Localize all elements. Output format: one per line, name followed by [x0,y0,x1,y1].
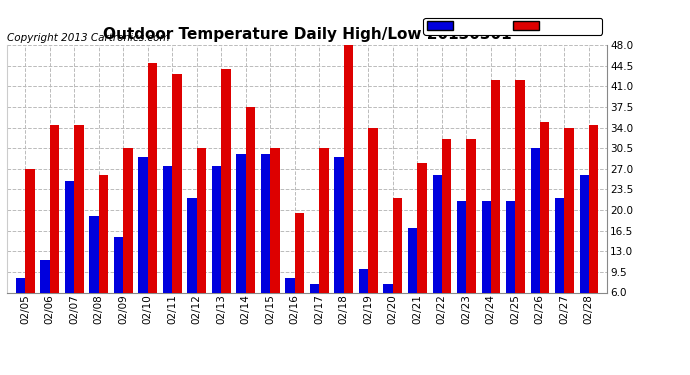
Bar [417,163,426,292]
Bar [506,201,515,292]
Bar [555,198,564,292]
Bar [466,139,475,292]
Bar [442,139,451,292]
Text: Copyright 2013 Cartronics.com: Copyright 2013 Cartronics.com [7,33,170,42]
Bar [335,157,344,292]
Bar [188,198,197,292]
Bar [310,284,319,292]
Bar [197,148,206,292]
Bar [41,260,50,292]
Bar [515,80,524,292]
Bar [457,201,466,292]
Bar [540,122,549,292]
Bar [564,128,573,292]
Bar [124,148,132,292]
Bar [393,198,402,292]
Bar [50,124,59,292]
Bar [368,128,377,292]
Bar [237,154,246,292]
Bar [26,169,34,292]
Bar [114,237,124,292]
Bar [261,154,270,292]
Bar [163,166,172,292]
Bar [531,148,540,292]
Title: Outdoor Temperature Daily High/Low 20130301: Outdoor Temperature Daily High/Low 20130… [103,27,511,42]
Bar [270,148,279,292]
Bar [221,69,230,292]
Bar [99,175,108,292]
Bar [148,63,157,292]
Bar [295,213,304,292]
Bar [482,201,491,292]
Bar [75,124,83,292]
Bar [433,175,442,292]
Bar [319,148,328,292]
Bar [408,228,417,292]
Bar [139,157,148,292]
Bar [286,278,295,292]
Bar [16,278,26,292]
Bar [172,75,181,292]
Bar [580,175,589,292]
Bar [491,80,500,292]
Bar [344,45,353,292]
Bar [589,124,598,292]
Bar [212,166,221,292]
Bar [65,180,75,292]
Bar [90,216,99,292]
Bar [359,269,368,292]
Bar [384,284,393,292]
Legend: Low  (°F), High  (°F): Low (°F), High (°F) [424,18,602,34]
Bar [246,107,255,292]
